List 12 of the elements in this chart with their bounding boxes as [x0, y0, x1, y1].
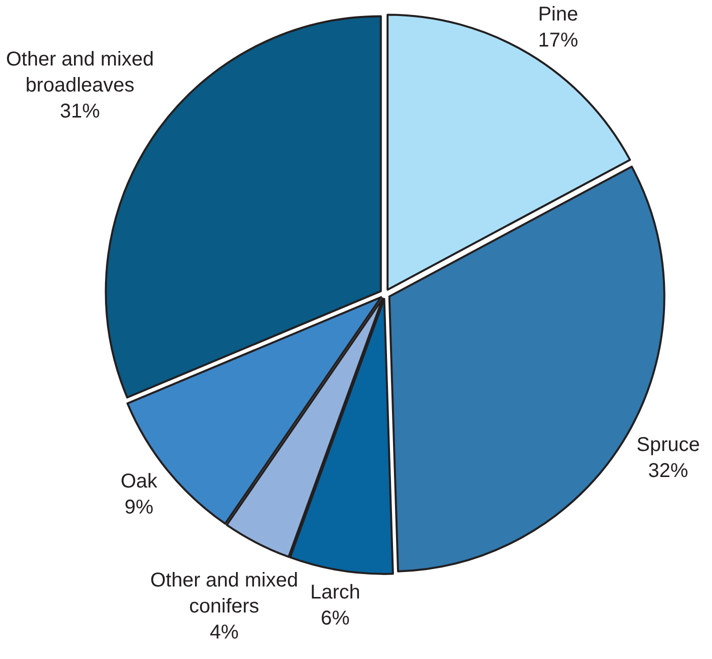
- slice-label: Other and mixed conifers: [150, 569, 298, 618]
- slice-label: Other and mixed broadleaves: [6, 48, 154, 97]
- data-label: 17%: [538, 29, 578, 52]
- slice-label: Pine: [538, 3, 578, 26]
- data-label: 32%: [648, 460, 688, 482]
- slice-label: Spruce: [636, 434, 700, 456]
- slice-label: Oak: [120, 470, 158, 492]
- data-label: 31%: [60, 100, 100, 123]
- data-label: 6%: [320, 607, 350, 630]
- slice-label: Larch: [310, 581, 360, 604]
- data-label: 9%: [124, 496, 154, 518]
- data-label: 4%: [210, 621, 239, 644]
